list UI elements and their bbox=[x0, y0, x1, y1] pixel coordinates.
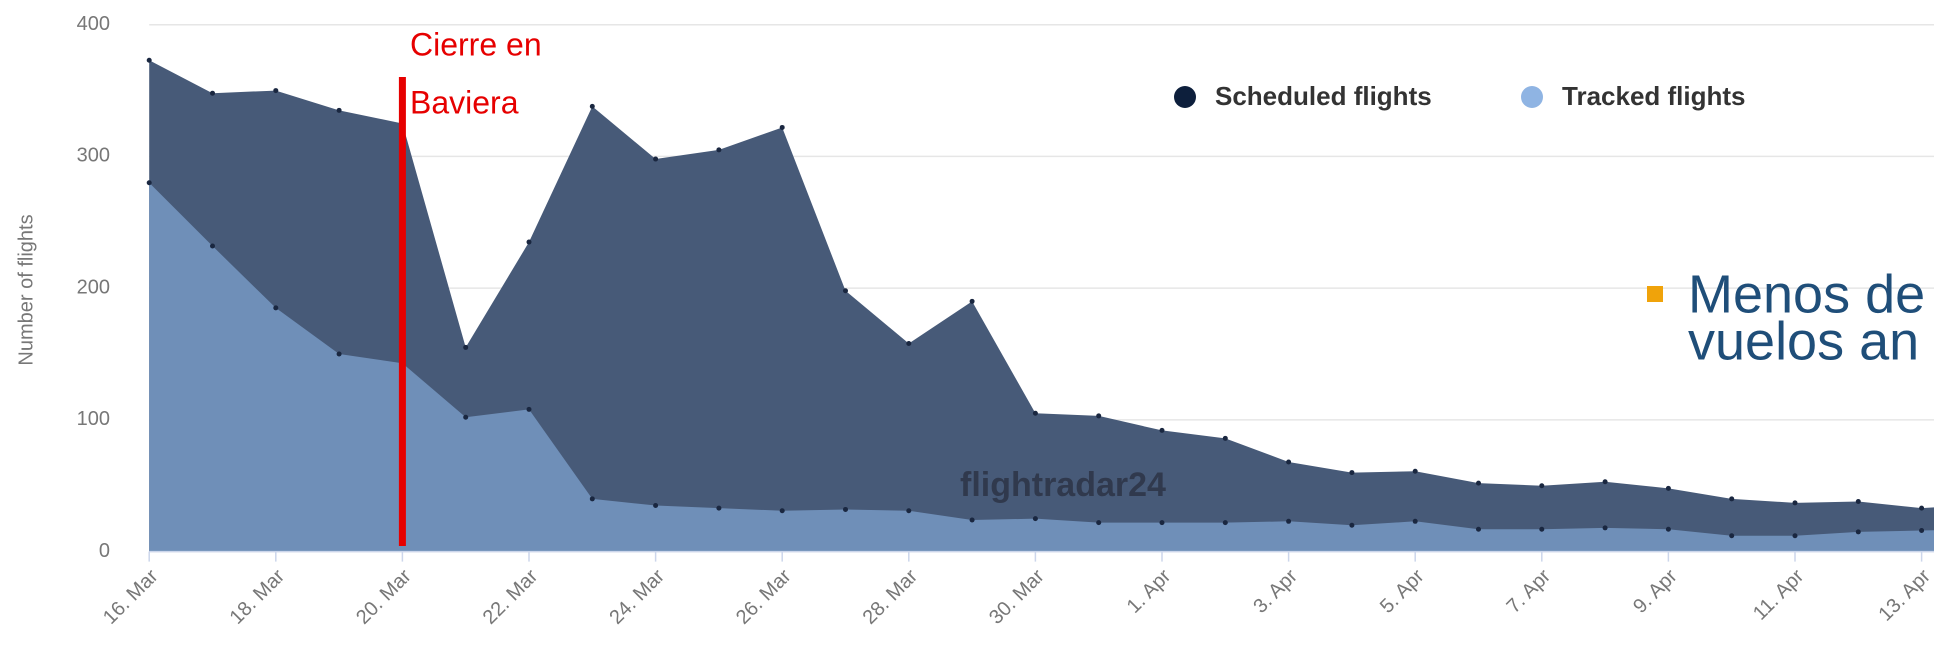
point bbox=[1412, 468, 1418, 474]
point bbox=[1032, 516, 1038, 522]
watermark: flightradar24 bbox=[960, 466, 1166, 504]
point bbox=[146, 180, 152, 186]
point bbox=[1412, 518, 1418, 524]
point bbox=[463, 344, 469, 350]
x-tick-label: 26. Mar bbox=[732, 565, 796, 629]
point bbox=[1349, 470, 1355, 476]
point bbox=[273, 305, 279, 311]
bullet bbox=[1647, 286, 1663, 302]
y-tick-label: 100 bbox=[77, 408, 110, 430]
area bbox=[149, 182, 1934, 552]
x-tick-label: 24. Mar bbox=[605, 565, 669, 629]
y-tick-label: 400 bbox=[77, 13, 110, 35]
point bbox=[1665, 526, 1671, 532]
point bbox=[653, 156, 659, 162]
point bbox=[1349, 522, 1355, 528]
y-tick-label: 300 bbox=[77, 145, 110, 167]
point bbox=[336, 351, 342, 357]
side-note: Menos de bbox=[1688, 264, 1925, 324]
point bbox=[1286, 518, 1292, 524]
point bbox=[1096, 520, 1102, 526]
point bbox=[210, 243, 215, 249]
point bbox=[716, 147, 722, 153]
point bbox=[1539, 526, 1545, 532]
x-tick-label: 5. Apr bbox=[1376, 565, 1429, 618]
point bbox=[716, 505, 722, 511]
x-tick-label: 28. Mar bbox=[859, 565, 923, 629]
point bbox=[1032, 410, 1038, 416]
point bbox=[1729, 533, 1735, 539]
x-tick-label: 18. Mar bbox=[226, 565, 290, 629]
point bbox=[906, 340, 912, 346]
point bbox=[1159, 520, 1165, 526]
point bbox=[843, 506, 848, 512]
x-tick-label: 30. Mar bbox=[985, 565, 1049, 629]
point bbox=[1476, 480, 1481, 486]
point bbox=[1222, 520, 1228, 526]
point bbox=[526, 406, 532, 412]
x-tick-label: 22. Mar bbox=[479, 565, 543, 629]
point bbox=[146, 57, 152, 63]
point bbox=[463, 414, 469, 420]
point bbox=[906, 508, 912, 514]
point bbox=[1729, 496, 1735, 502]
x-tick-label: 3. Apr bbox=[1249, 565, 1302, 618]
point bbox=[336, 107, 342, 113]
annotation: Baviera bbox=[410, 84, 519, 120]
legend-label: Tracked flights bbox=[1562, 81, 1746, 111]
point bbox=[526, 239, 532, 245]
x-tick-label: 16. Mar bbox=[99, 565, 163, 629]
x-tick-label: 9. Apr bbox=[1629, 565, 1682, 618]
x-tick-label: 1. Apr bbox=[1123, 565, 1176, 618]
y-axis-label: Number of flights bbox=[15, 214, 37, 365]
legend-marker bbox=[1174, 86, 1196, 108]
point bbox=[1222, 435, 1228, 441]
x-tick-label: 20. Mar bbox=[352, 565, 416, 629]
point bbox=[1539, 483, 1545, 489]
x-tick-label: 13. Apr bbox=[1874, 565, 1934, 626]
point bbox=[1602, 525, 1608, 531]
point bbox=[1855, 529, 1861, 535]
x-tick-label: 7. Apr bbox=[1503, 565, 1556, 618]
point bbox=[1919, 505, 1925, 511]
point bbox=[589, 496, 595, 502]
point bbox=[1602, 479, 1608, 485]
y-tick-label: 200 bbox=[77, 276, 110, 298]
point bbox=[1855, 499, 1861, 505]
point bbox=[1792, 533, 1798, 539]
point bbox=[210, 90, 215, 96]
point bbox=[1286, 459, 1292, 465]
y-tick-label: 0 bbox=[99, 540, 110, 562]
point bbox=[1665, 485, 1671, 491]
point bbox=[969, 517, 975, 523]
point bbox=[779, 508, 785, 514]
point bbox=[273, 88, 279, 94]
point bbox=[1476, 526, 1481, 532]
point bbox=[843, 288, 848, 294]
point bbox=[1792, 500, 1798, 506]
point bbox=[653, 502, 659, 508]
legend-marker bbox=[1521, 86, 1543, 108]
point bbox=[1159, 427, 1165, 433]
area bbox=[149, 60, 1934, 552]
annotation: Cierre en bbox=[410, 26, 542, 62]
point bbox=[589, 103, 595, 109]
x-tick-label: 11. Apr bbox=[1749, 565, 1809, 625]
point bbox=[1096, 413, 1102, 419]
legend-label: Scheduled flights bbox=[1215, 81, 1432, 111]
point bbox=[779, 124, 785, 130]
point bbox=[969, 298, 975, 304]
point bbox=[1919, 528, 1925, 534]
side-note: vuelos an bbox=[1688, 311, 1919, 371]
